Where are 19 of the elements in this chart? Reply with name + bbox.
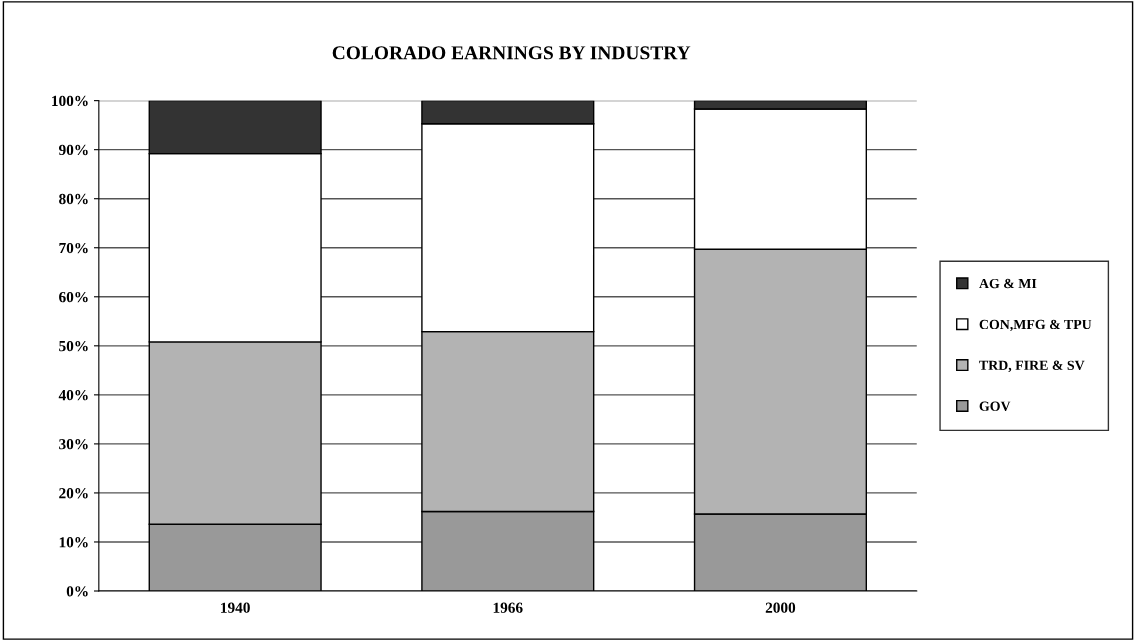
y-tick-label: 0% bbox=[66, 586, 88, 597]
legend-label: TRD, FIRE & SV bbox=[979, 360, 1085, 372]
x-tick-label: 1966 bbox=[493, 602, 523, 613]
y-tick-label: 10% bbox=[59, 537, 88, 548]
y-tick-label: 20% bbox=[59, 488, 88, 499]
x-tick-label: 2000 bbox=[765, 602, 796, 613]
y-tick-label: 50% bbox=[59, 340, 88, 352]
legend-label: GOV bbox=[979, 401, 1011, 411]
legend-label: AG & MI bbox=[979, 278, 1037, 289]
y-tick-label: 40% bbox=[58, 390, 88, 401]
legend-label: CON,MFG & TPU bbox=[979, 319, 1092, 332]
y-tick-label: 100% bbox=[52, 95, 88, 107]
y-tick-label: 30% bbox=[59, 439, 88, 450]
y-tick-label: 70% bbox=[59, 242, 88, 254]
y-tick-label: 90% bbox=[58, 144, 88, 156]
x-tick-label: 1940 bbox=[221, 602, 250, 613]
y-tick-label: 60% bbox=[59, 291, 88, 303]
y-tick-label: 80% bbox=[59, 193, 88, 205]
chart-title: COLORADO EARNINGS BY INDUSTRY bbox=[332, 46, 691, 60]
